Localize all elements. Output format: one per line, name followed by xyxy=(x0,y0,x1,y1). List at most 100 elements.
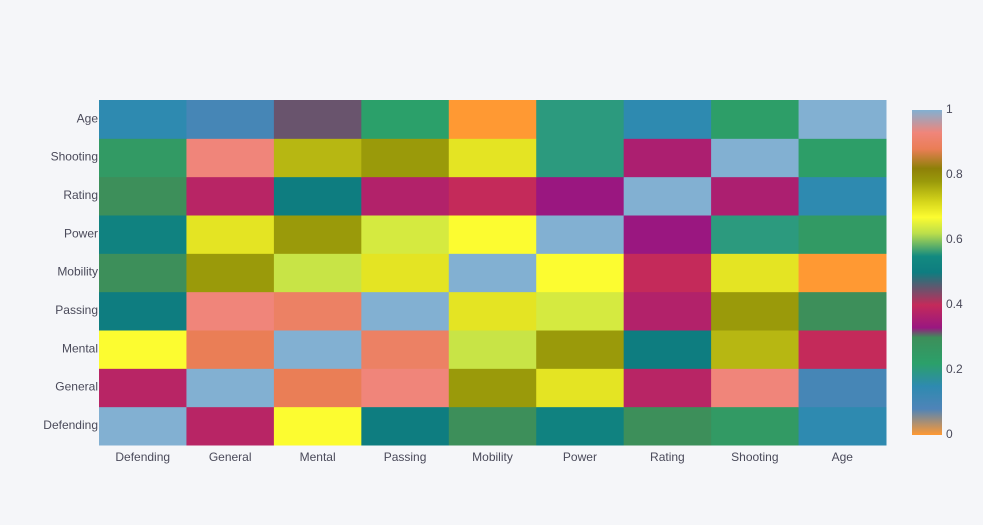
heatmap-cell-general-shooting xyxy=(711,368,800,408)
heatmap-cell-shooting-defending xyxy=(99,138,187,178)
colorbar-gradient xyxy=(912,110,942,435)
heatmap-cell-rating-shooting xyxy=(711,176,800,216)
x-tick-label-power: Power xyxy=(563,450,597,464)
heatmap-cell-rating-power xyxy=(536,176,625,216)
heatmap-cell-shooting-rating xyxy=(623,138,712,178)
x-tick-label-mental: Mental xyxy=(300,450,336,464)
heatmap-cell-mobility-rating xyxy=(623,253,712,293)
heatmap-cell-mental-shooting xyxy=(711,330,800,369)
heatmap-cell-defending-defending xyxy=(99,406,187,446)
heatmap-cell-mental-age xyxy=(798,330,887,369)
heatmap-cell-age-shooting xyxy=(711,100,800,139)
heatmap-cell-age-rating xyxy=(623,100,712,139)
heatmap-cell-general-rating xyxy=(623,368,712,408)
y-tick-label-general: General xyxy=(55,380,98,394)
heatmap-cell-mental-mental xyxy=(273,330,362,369)
heatmap-cell-age-mental xyxy=(273,100,362,139)
heatmap-cell-shooting-power xyxy=(536,138,625,178)
heatmap-cell-power-passing xyxy=(361,215,450,254)
heatmap-cell-age-passing xyxy=(361,100,450,139)
x-tick-label-general: General xyxy=(209,450,252,464)
heatmap-cell-shooting-passing xyxy=(361,138,450,178)
heatmap-cell-mental-general xyxy=(186,330,275,369)
heatmap-cell-general-age xyxy=(798,368,887,408)
heatmap-cell-passing-rating xyxy=(623,291,712,331)
heatmap-cells xyxy=(99,100,887,446)
heatmap-cell-shooting-general xyxy=(186,138,275,178)
heatmap-cell-mobility-age xyxy=(798,253,887,293)
heatmap-cell-power-general xyxy=(186,215,275,254)
x-axis-ticks: Defending General Mental Passing Mobility Pow… xyxy=(115,450,853,464)
heatmap-cell-rating-mobility xyxy=(448,176,537,216)
colorbar-tick-label: 0.6 xyxy=(946,232,963,246)
heatmap-cell-defending-general xyxy=(186,406,275,446)
y-tick-label-rating: Rating xyxy=(63,188,98,202)
heatmap-cell-power-rating xyxy=(623,215,712,254)
y-tick-label-mental: Mental xyxy=(62,341,98,355)
heatmap-cell-general-general xyxy=(186,368,275,408)
x-tick-label-mobility: Mobility xyxy=(472,450,513,464)
colorbar-tick-label: 1 xyxy=(946,102,953,116)
heatmap-cell-general-mobility xyxy=(448,368,537,408)
y-tick-label-age: Age xyxy=(77,111,99,125)
heatmap-cell-rating-mental xyxy=(273,176,362,216)
heatmap-cell-shooting-mobility xyxy=(448,138,537,178)
heatmap-cell-age-mobility xyxy=(448,100,537,139)
heatmap-cell-rating-passing xyxy=(361,176,450,216)
heatmap-cell-mobility-mental xyxy=(273,253,362,293)
heatmap-cell-defending-mobility xyxy=(448,406,537,446)
heatmap-cell-general-passing xyxy=(361,368,450,408)
heatmap-cell-passing-power xyxy=(536,291,625,331)
heatmap-cell-age-general xyxy=(186,100,275,139)
heatmap-cell-mobility-general xyxy=(186,253,275,293)
heatmap-cell-passing-general xyxy=(186,291,275,331)
heatmap-cell-rating-defending xyxy=(99,176,187,216)
heatmap-cell-mobility-mobility xyxy=(448,253,537,293)
y-tick-label-passing: Passing xyxy=(55,303,98,317)
heatmap-cell-shooting-age xyxy=(798,138,887,178)
heatmap-cell-mobility-power xyxy=(536,253,625,293)
heatmap-cell-power-mobility xyxy=(448,215,537,254)
colorbar: 0 0.2 0.4 0.6 0.8 1 xyxy=(912,102,963,441)
heatmap-cell-mental-mobility xyxy=(448,330,537,369)
x-tick-label-shooting: Shooting xyxy=(731,450,778,464)
heatmap-cell-shooting-shooting xyxy=(711,138,800,178)
heatmap-cell-rating-general xyxy=(186,176,275,216)
colorbar-tick-label: 0.4 xyxy=(946,297,963,311)
colorbar-tick-label: 0.8 xyxy=(946,167,963,181)
heatmap-cell-passing-defending xyxy=(99,291,187,331)
heatmap-cell-mobility-shooting xyxy=(711,253,800,293)
heatmap-cell-passing-mental xyxy=(273,291,362,331)
heatmap-cell-passing-mobility xyxy=(448,291,537,331)
heatmap-cell-passing-age xyxy=(798,291,887,331)
heatmap-cell-passing-passing xyxy=(361,291,450,331)
heatmap-cell-rating-age xyxy=(798,176,887,216)
heatmap-cell-mental-passing xyxy=(361,330,450,369)
heatmap-cell-age-age xyxy=(798,100,887,139)
x-tick-label-age: Age xyxy=(832,450,854,464)
heatmap-cell-general-defending xyxy=(99,368,187,408)
y-tick-label-power: Power xyxy=(64,226,98,240)
heatmap-cell-defending-power xyxy=(536,406,625,446)
heatmap-cell-power-shooting xyxy=(711,215,800,254)
y-tick-label-mobility: Mobility xyxy=(57,265,98,279)
heatmap-cell-age-power xyxy=(536,100,625,139)
heatmap-cell-power-mental xyxy=(273,215,362,254)
heatmap-cell-mobility-passing xyxy=(361,253,450,293)
heatmap-cell-general-power xyxy=(536,368,625,408)
y-axis-ticks: Defending General Mental Passing Mobility Pow… xyxy=(43,111,98,432)
heatmap-cell-power-power xyxy=(536,215,625,254)
y-tick-label-defending: Defending xyxy=(43,418,98,432)
heatmap-cell-mental-defending xyxy=(99,330,187,369)
heatmap-cell-defending-age xyxy=(798,406,887,446)
x-tick-label-passing: Passing xyxy=(384,450,427,464)
heatmap-cell-rating-rating xyxy=(623,176,712,216)
heatmap-cell-defending-shooting xyxy=(711,406,800,446)
colorbar-tick-label: 0.2 xyxy=(946,362,963,376)
heatmap-cell-power-age xyxy=(798,215,887,254)
heatmap-cell-mental-power xyxy=(536,330,625,369)
heatmap-cell-mental-rating xyxy=(623,330,712,369)
y-tick-label-shooting: Shooting xyxy=(51,150,98,164)
heatmap-cell-shooting-mental xyxy=(273,138,362,178)
